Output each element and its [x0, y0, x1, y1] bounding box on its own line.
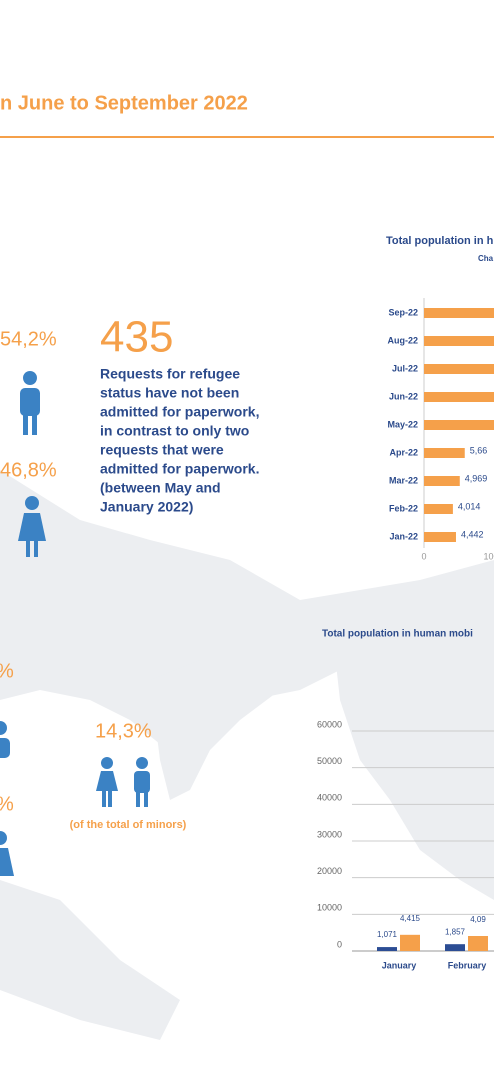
value-label: 5,66: [470, 445, 488, 455]
bar: [468, 936, 488, 951]
bar: [445, 944, 465, 951]
requests-line: January 2022): [100, 499, 193, 515]
value-label: 4,09: [470, 915, 486, 924]
world-map: [0, 470, 494, 1040]
x-tick-label: 0: [421, 551, 426, 561]
bar: [424, 336, 494, 346]
requests-line: (between May and: [100, 480, 221, 496]
value-label: 4,014: [458, 501, 481, 511]
requests-number: 435: [100, 313, 173, 362]
x-tick-label: 10000: [483, 551, 494, 561]
bar: [424, 308, 494, 318]
value-label: 4,969: [465, 473, 488, 483]
y-tick-label: Sep-22: [388, 307, 418, 317]
requests-line: requests that were: [100, 442, 224, 458]
y-tick-label: 0: [337, 939, 342, 949]
girl-icon: [96, 757, 118, 807]
requests-line: Requests for refugee: [100, 366, 240, 382]
requests-line: admitted for paperwork,: [100, 404, 259, 420]
y-tick-label: 40000: [317, 793, 342, 803]
requests-line: status have not been: [100, 385, 239, 401]
minors-share: 14,3%: [95, 720, 152, 742]
value-label: 4,442: [461, 529, 484, 539]
title: n June to September 2022: [0, 92, 248, 114]
chart-title: Total population in human mobi: [322, 629, 473, 640]
y-tick-label: Jun-22: [389, 391, 418, 401]
men-share: 54,2%: [0, 328, 57, 350]
bar: [424, 392, 494, 402]
y-tick-label: Jan-22: [389, 531, 418, 541]
y-tick-label: Mar-22: [389, 475, 418, 485]
requests-line: in contrast to only two: [100, 423, 249, 439]
bar: [424, 448, 465, 458]
y-tick-label: Feb-22: [389, 503, 418, 513]
y-tick-label: 10000: [317, 903, 342, 913]
bar: [424, 532, 456, 542]
y-tick-label: 50000: [317, 756, 342, 766]
male-icon: [20, 371, 40, 435]
left-share-b: %: [0, 793, 14, 815]
y-tick-label: Jul-22: [392, 363, 418, 373]
y-tick-label: 20000: [317, 866, 342, 876]
icon: [0, 831, 14, 876]
y-tick-label: 30000: [317, 829, 342, 839]
minors-note: (of the total of minors): [70, 819, 187, 831]
y-tick-label: May-22: [387, 419, 418, 429]
bar: [424, 364, 494, 374]
bar: [424, 420, 494, 430]
y-tick-label: Aug-22: [387, 335, 418, 345]
y-tick-label: 60000: [317, 719, 342, 729]
bar: [377, 947, 397, 951]
value-label: 4,415: [400, 914, 421, 923]
icon: [0, 721, 10, 758]
female-icon: [18, 496, 46, 557]
bar: [400, 934, 420, 951]
y-tick-label: Apr-22: [389, 447, 418, 457]
boy-icon: [134, 757, 150, 807]
value-label: 1,071: [377, 930, 398, 939]
bar: [424, 504, 453, 514]
chart-subtitle: Cha: [478, 254, 494, 263]
value-label: 1,857: [445, 927, 466, 936]
x-tick-label: February: [448, 960, 487, 970]
bar: [424, 476, 460, 486]
requests-line: admitted for paperwork.: [100, 461, 259, 477]
chart-title: Total population in h: [386, 235, 494, 247]
requests-text: Requests for refugee status have not been…: [100, 366, 259, 515]
left-share-a: %: [0, 660, 14, 682]
x-tick-label: January: [382, 960, 417, 970]
women-share: 46,8%: [0, 459, 57, 481]
